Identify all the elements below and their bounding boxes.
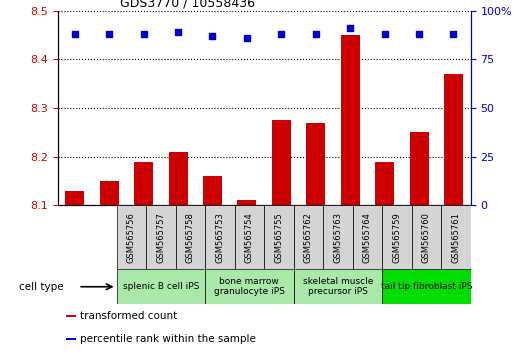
Bar	[382, 205, 412, 269]
Point	[380, 31, 389, 37]
Point	[105, 31, 113, 37]
Text: percentile rank within the sample: percentile rank within the sample	[80, 334, 256, 344]
Bar	[117, 205, 146, 269]
Text: GSM565763: GSM565763	[333, 212, 343, 263]
Bar	[237, 200, 256, 205]
Bar	[306, 122, 325, 205]
Bar	[168, 152, 188, 205]
Point	[449, 31, 458, 37]
Bar	[100, 181, 119, 205]
Point	[71, 31, 79, 37]
Text: GDS3770 / 10558436: GDS3770 / 10558436	[119, 0, 255, 10]
Bar	[353, 205, 382, 269]
Bar	[176, 205, 205, 269]
Bar	[235, 205, 264, 269]
Text: GSM565757: GSM565757	[156, 212, 165, 263]
Text: GSM565756: GSM565756	[127, 212, 136, 263]
Text: GSM565759: GSM565759	[392, 212, 402, 263]
Text: tail tip fibroblast iPS: tail tip fibroblast iPS	[381, 282, 472, 291]
Bar	[146, 205, 176, 269]
Bar	[375, 161, 394, 205]
Bar	[412, 205, 441, 269]
Point	[415, 31, 423, 37]
Text: bone marrow
granulocyte iPS: bone marrow granulocyte iPS	[214, 277, 285, 296]
Point	[243, 35, 251, 41]
Point	[277, 31, 286, 37]
Text: skeletal muscle
precursor iPS: skeletal muscle precursor iPS	[303, 277, 373, 296]
Bar	[203, 176, 222, 205]
Bar	[205, 269, 293, 304]
Text: GSM565760: GSM565760	[422, 212, 431, 263]
Text: cell type: cell type	[19, 282, 63, 292]
Text: GSM565762: GSM565762	[304, 212, 313, 263]
Bar	[441, 205, 471, 269]
Point	[346, 25, 355, 31]
Bar	[293, 269, 382, 304]
Bar	[134, 161, 153, 205]
Bar	[293, 205, 323, 269]
Bar	[340, 35, 360, 205]
Text: GSM565761: GSM565761	[451, 212, 460, 263]
Text: splenic B cell iPS: splenic B cell iPS	[122, 282, 199, 291]
Text: GSM565764: GSM565764	[363, 212, 372, 263]
Bar	[66, 315, 76, 317]
Text: GSM565753: GSM565753	[215, 212, 224, 263]
Bar	[205, 205, 235, 269]
Bar	[410, 132, 428, 205]
Point	[208, 33, 217, 39]
Bar	[382, 269, 471, 304]
Bar	[272, 120, 291, 205]
Bar	[444, 74, 463, 205]
Bar	[323, 205, 353, 269]
Text: GSM565754: GSM565754	[245, 212, 254, 263]
Text: GSM565758: GSM565758	[186, 212, 195, 263]
Point	[174, 29, 182, 35]
Bar	[65, 191, 84, 205]
Point	[140, 31, 148, 37]
Point	[312, 31, 320, 37]
Text: GSM565755: GSM565755	[275, 212, 283, 263]
Bar	[264, 205, 293, 269]
Bar	[66, 338, 76, 340]
Bar	[117, 269, 205, 304]
Text: transformed count: transformed count	[80, 311, 177, 321]
